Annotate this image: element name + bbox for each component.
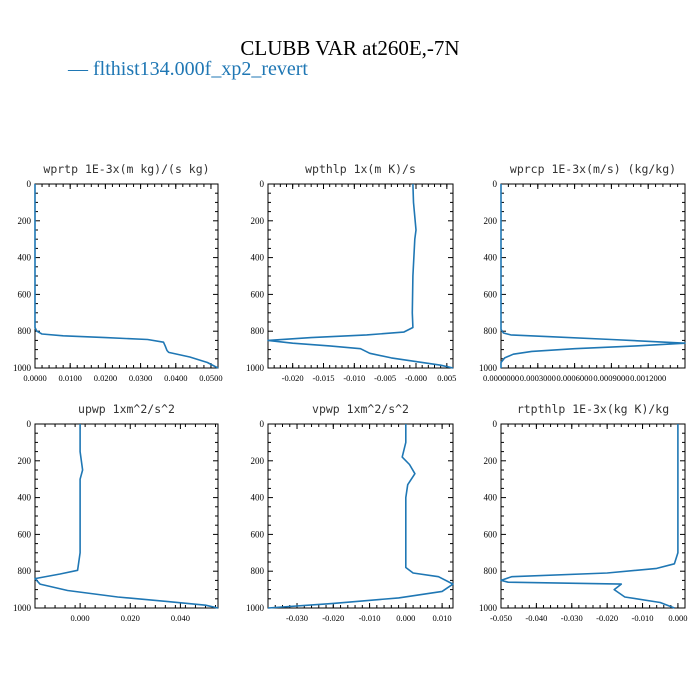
y-tick-label: 400	[251, 493, 265, 503]
x-tick-label: 0.0012000	[630, 373, 666, 383]
chart-title: wprtp 1E-3x(m kg)/(s kg)	[43, 162, 209, 176]
y-tick-label: 200	[251, 216, 265, 226]
y-tick-label: 400	[18, 253, 32, 263]
x-tick-label: -0.020	[596, 613, 618, 623]
y-tick-label: 800	[251, 326, 265, 336]
series-line	[500, 184, 686, 368]
plot-frame	[500, 183, 686, 369]
chart-title: rtpthlp 1E-3x(kg K)/kg	[517, 402, 669, 416]
series-line	[500, 424, 679, 609]
x-tick-label: 0.010	[433, 613, 452, 623]
x-tick-label: -0.050	[490, 613, 512, 623]
x-tick-label: 0.0009000	[593, 373, 629, 383]
x-tick-label: 0.000	[668, 613, 687, 623]
x-tick-label: 0.0000000	[483, 373, 519, 383]
plot-frame	[267, 183, 454, 369]
y-tick-label: 200	[251, 456, 265, 466]
y-tick-label: 800	[484, 566, 498, 576]
y-tick-label: 600	[18, 289, 32, 299]
y-tick-label: 800	[18, 326, 32, 336]
plot-frame	[34, 183, 219, 369]
y-tick-label: 0	[27, 179, 32, 189]
chart-title: wpthlp 1x(m K)/s	[305, 162, 416, 176]
y-tick-label: 400	[484, 493, 498, 503]
x-tick-label: 0.0200	[94, 373, 117, 383]
y-tick-label: 600	[484, 529, 498, 539]
y-tick-label: 0	[260, 179, 265, 189]
y-tick-label: 600	[484, 289, 498, 299]
legend-label: flthist134.000f_xp2_revert	[93, 58, 308, 80]
x-tick-label: -0.010	[632, 613, 654, 623]
page-title: CLUBB VAR at260E,-7N	[240, 36, 460, 60]
x-tick-label: -0.020	[282, 373, 304, 383]
legend: — flthist134.000f_xp2_revert	[68, 58, 308, 81]
chart-panel-2: wpthlp 1x(m K)/s02004006008001000-0.020-…	[246, 162, 456, 383]
y-tick-label: 1000	[13, 603, 32, 613]
series-line	[34, 184, 219, 369]
y-tick-label: 0	[493, 419, 498, 429]
x-tick-label: 0.000	[396, 613, 415, 623]
x-tick-label: -0.010	[343, 373, 365, 383]
y-tick-label: 1000	[246, 603, 265, 613]
y-tick-label: 1000	[479, 363, 498, 373]
chart-panel-6: rtpthlp 1E-3x(kg K)/kg02004006008001000-…	[479, 402, 687, 623]
y-tick-label: 800	[251, 566, 265, 576]
y-tick-label: 0	[493, 179, 498, 189]
y-tick-label: 1000	[479, 603, 498, 613]
y-tick-label: 0	[260, 419, 265, 429]
y-tick-label: 600	[18, 529, 32, 539]
x-tick-label: -0.020	[322, 613, 344, 623]
y-tick-label: 1000	[246, 363, 265, 373]
chart-title: wprcp 1E-3x(m/s) (kg/kg)	[510, 162, 676, 176]
x-tick-label: 0.0100	[59, 373, 82, 383]
y-tick-label: 0	[27, 419, 32, 429]
y-tick-label: 800	[18, 566, 32, 576]
x-tick-label: 0.0500	[199, 373, 222, 383]
y-tick-label: 600	[251, 529, 265, 539]
series-line	[34, 424, 219, 609]
chart-panel-5: vpwp 1xm^2/s^2 0 200 400 600 800 1000 -0.030 -0.…	[246, 402, 454, 623]
y-tick-label: 800	[484, 326, 498, 336]
x-tick-label: -0.015	[313, 373, 335, 383]
x-tick-label: 0.005	[437, 373, 456, 383]
y-tick-label: 400	[484, 253, 498, 263]
legend-marker: —	[68, 58, 88, 80]
x-tick-label: 0.0000	[23, 373, 46, 383]
x-tick-label: 0.000	[71, 613, 90, 623]
x-tick-label: -0.040	[525, 613, 547, 623]
plot-frame	[500, 423, 686, 609]
x-tick-label: -0.030	[286, 613, 308, 623]
x-tick-label: -0.030	[561, 613, 583, 623]
x-tick-label: 0.040	[171, 613, 190, 623]
x-tick-label: 0.0003000	[520, 373, 556, 383]
x-tick-label: 0.0006000	[557, 373, 593, 383]
y-tick-label: 200	[484, 456, 498, 466]
series-line	[267, 424, 454, 609]
y-tick-label: 200	[18, 216, 32, 226]
x-tick-label: -0.010	[359, 613, 381, 623]
y-tick-label: 400	[251, 253, 265, 263]
chart-panel-4: upwp 1xm^2/s^2 0 200 400 600 800 1000 0.000 0.02…	[13, 402, 219, 623]
plot-frame	[34, 423, 219, 609]
y-tick-label: 200	[484, 216, 498, 226]
x-tick-label: -0.000	[405, 373, 427, 383]
y-tick-label: 400	[18, 493, 32, 503]
x-tick-label: 0.0400	[164, 373, 187, 383]
y-tick-label: 200	[18, 456, 32, 466]
x-tick-label: 0.020	[121, 613, 140, 623]
chart-panel-3: wprcp 1E-3x(m/s) (kg/kg) 0 200 400 600 800 100…	[479, 162, 686, 383]
x-tick-label: -0.005	[374, 373, 396, 383]
series-line	[267, 183, 454, 369]
plot-frame	[267, 423, 454, 609]
chart-title: vpwp 1xm^2/s^2	[312, 402, 409, 416]
y-tick-label: 1000	[13, 363, 32, 373]
y-tick-label: 600	[251, 289, 265, 299]
chart-panel-1: wprtp 1E-3x(m kg)/(s kg) 0 200 400 600 800 100…	[13, 162, 223, 383]
x-tick-label: 0.0300	[129, 373, 152, 383]
chart-title: upwp 1xm^2/s^2	[78, 402, 175, 416]
